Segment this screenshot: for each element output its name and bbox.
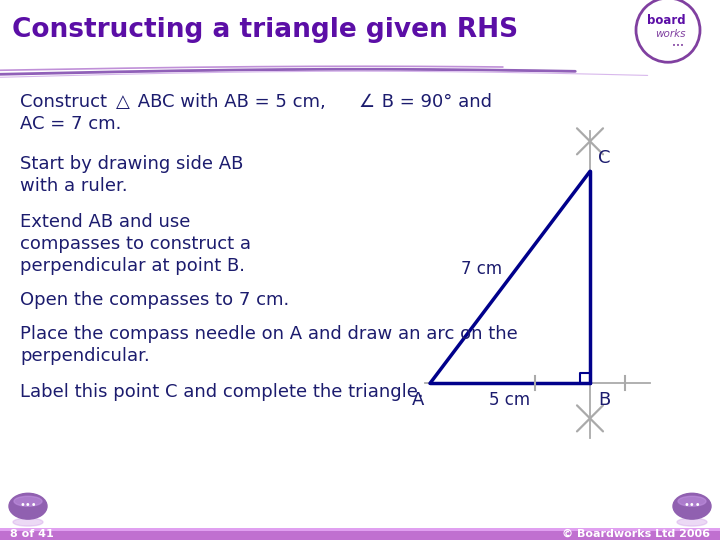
Text: Extend AB and use: Extend AB and use xyxy=(20,213,190,231)
Text: •••: ••• xyxy=(19,500,37,510)
Text: with a ruler.: with a ruler. xyxy=(20,177,127,195)
Ellipse shape xyxy=(14,496,42,506)
Text: perpendicular at point B.: perpendicular at point B. xyxy=(20,258,245,275)
Text: © Boardworks Ltd 2006: © Boardworks Ltd 2006 xyxy=(562,529,710,539)
Text: Construct: Construct xyxy=(20,93,113,111)
Text: B: B xyxy=(598,392,610,409)
Text: ABC with AB = 5 cm,: ABC with AB = 5 cm, xyxy=(132,93,325,111)
Text: C: C xyxy=(598,150,611,167)
Text: board: board xyxy=(647,14,685,26)
Text: 8 of 41: 8 of 41 xyxy=(10,529,54,539)
Text: perpendicular.: perpendicular. xyxy=(20,347,150,366)
Circle shape xyxy=(636,0,700,62)
Ellipse shape xyxy=(678,496,706,506)
Text: 7 cm: 7 cm xyxy=(462,260,503,278)
FancyBboxPatch shape xyxy=(0,528,720,531)
Text: A: A xyxy=(412,392,424,409)
Text: Start by drawing side AB: Start by drawing side AB xyxy=(20,156,243,173)
Text: Open the compasses to 7 cm.: Open the compasses to 7 cm. xyxy=(20,292,289,309)
Text: compasses to construct a: compasses to construct a xyxy=(20,235,251,253)
Text: •••: ••• xyxy=(683,500,701,510)
Ellipse shape xyxy=(13,518,43,526)
Text: Place the compass needle on A and draw an arc on the: Place the compass needle on A and draw a… xyxy=(20,326,518,343)
Text: works: works xyxy=(654,29,685,39)
Text: B = 90° and: B = 90° and xyxy=(376,93,492,111)
Ellipse shape xyxy=(673,494,711,519)
Text: ∠: ∠ xyxy=(358,93,374,111)
Text: △: △ xyxy=(116,93,130,111)
Ellipse shape xyxy=(9,494,47,519)
Text: Label this point C and complete the triangle.: Label this point C and complete the tria… xyxy=(20,383,423,401)
Text: •••: ••• xyxy=(672,43,684,49)
Ellipse shape xyxy=(677,518,707,526)
Text: 5 cm: 5 cm xyxy=(490,392,531,409)
Text: AC = 7 cm.: AC = 7 cm. xyxy=(20,116,122,133)
Text: Constructing a triangle given RHS: Constructing a triangle given RHS xyxy=(12,17,518,43)
FancyBboxPatch shape xyxy=(0,528,720,540)
